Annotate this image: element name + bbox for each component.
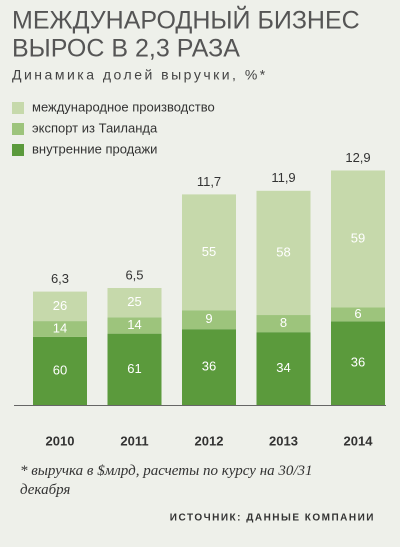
bar-segment	[256, 332, 311, 405]
legend-label: экспорт из Таиланда	[32, 120, 158, 135]
bar-segment	[182, 329, 236, 405]
segment-label: 8	[280, 315, 287, 330]
footnote-line: декабря	[20, 482, 70, 498]
bar-segment	[182, 310, 236, 330]
x-tick-label: 2011	[120, 433, 148, 448]
segment-label: 9	[205, 311, 212, 326]
segment-label: 61	[127, 361, 141, 376]
total-label: 12,9	[345, 150, 370, 165]
segment-label: 36	[202, 359, 216, 374]
x-tick-label: 2013	[269, 433, 298, 448]
bar-segment	[33, 291, 87, 322]
segment-label: 14	[127, 317, 141, 332]
total-label: 6,3	[51, 271, 69, 286]
legend-label: международное производство	[32, 99, 215, 114]
segment-label: 36	[351, 355, 365, 370]
legend-swatch	[12, 123, 24, 135]
legend-swatch	[12, 144, 24, 156]
segment-label: 6	[354, 306, 361, 321]
bar-segment	[33, 336, 87, 405]
x-tick-label: 2010	[46, 433, 75, 448]
footnote-line: * выручка в $млрд, расчеты по курсу на 3…	[20, 463, 313, 479]
total-label: 6,5	[125, 267, 143, 282]
bar-segment	[331, 321, 385, 405]
segment-label: 26	[53, 298, 67, 313]
bar-segment	[107, 333, 162, 405]
legend-label: внутренние продажи	[32, 141, 157, 156]
chart-title: ВЫРОС В 2,3 РАЗА	[12, 35, 240, 63]
segment-label: 60	[53, 362, 67, 377]
segment-label: 25	[127, 294, 141, 309]
x-tick-label: 2012	[195, 433, 224, 448]
bar-segment	[107, 317, 162, 334]
segment-label: 59	[351, 230, 365, 245]
legend-swatch	[12, 102, 24, 114]
bar-segment	[182, 194, 236, 311]
footnote: * выручка в $млрд, расчеты по курсу на 3…	[20, 463, 313, 498]
bar-segment	[331, 307, 385, 322]
chart-title: МЕЖДУНАРОДНЫЙ БИЗНЕС	[12, 5, 360, 35]
x-tick-label: 2014	[344, 433, 374, 448]
total-label: 11,7	[197, 174, 221, 189]
bar-segment	[107, 288, 162, 318]
source: ИСТОЧНИК: ДАННЫЕ КОМПАНИИ	[170, 513, 375, 524]
bar-segment	[331, 170, 385, 308]
bar-segment	[256, 190, 311, 316]
total-label: 11,9	[271, 170, 295, 185]
bar-segment	[33, 321, 87, 337]
bar-segment	[256, 315, 311, 333]
segment-label: 34	[276, 360, 290, 375]
segment-label: 58	[276, 244, 290, 259]
segment-label: 55	[202, 244, 216, 259]
chart-subtitle: Динамика долей выручки, %*	[12, 67, 268, 83]
segment-label: 14	[53, 320, 67, 335]
